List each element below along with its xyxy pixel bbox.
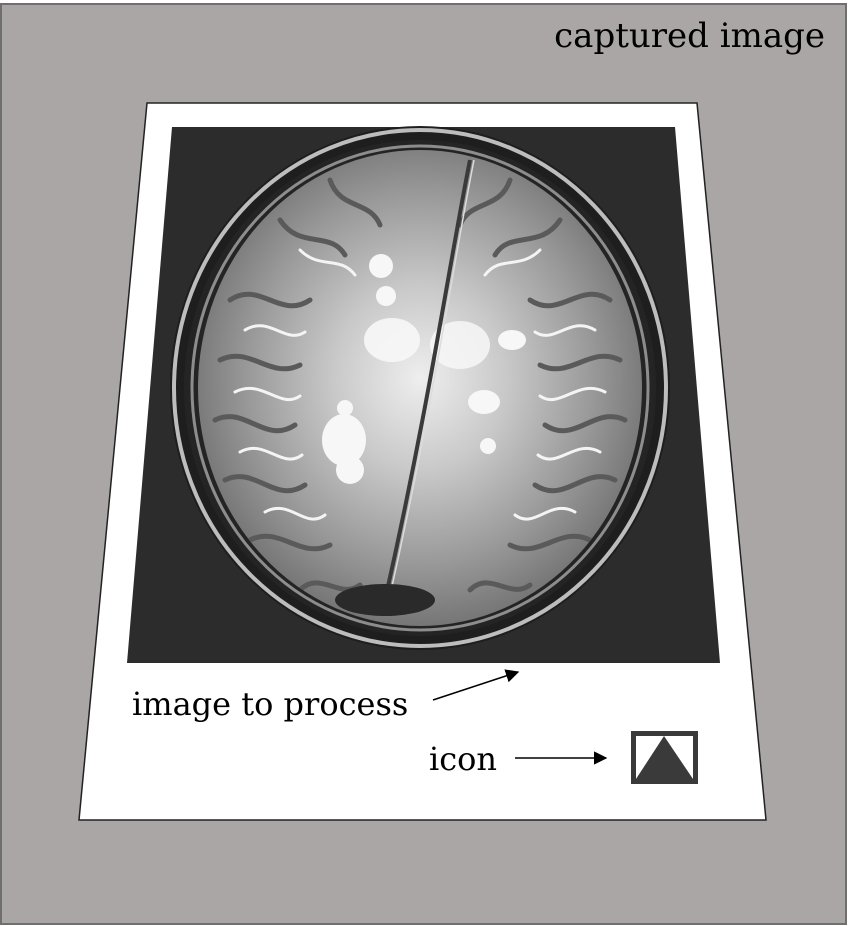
brain-mri bbox=[170, 126, 670, 650]
triangle-icon bbox=[631, 731, 698, 784]
image-to-process-label: image to process bbox=[132, 685, 408, 723]
icon-label: icon bbox=[429, 740, 497, 778]
captured-image-label: captured image bbox=[554, 16, 825, 56]
